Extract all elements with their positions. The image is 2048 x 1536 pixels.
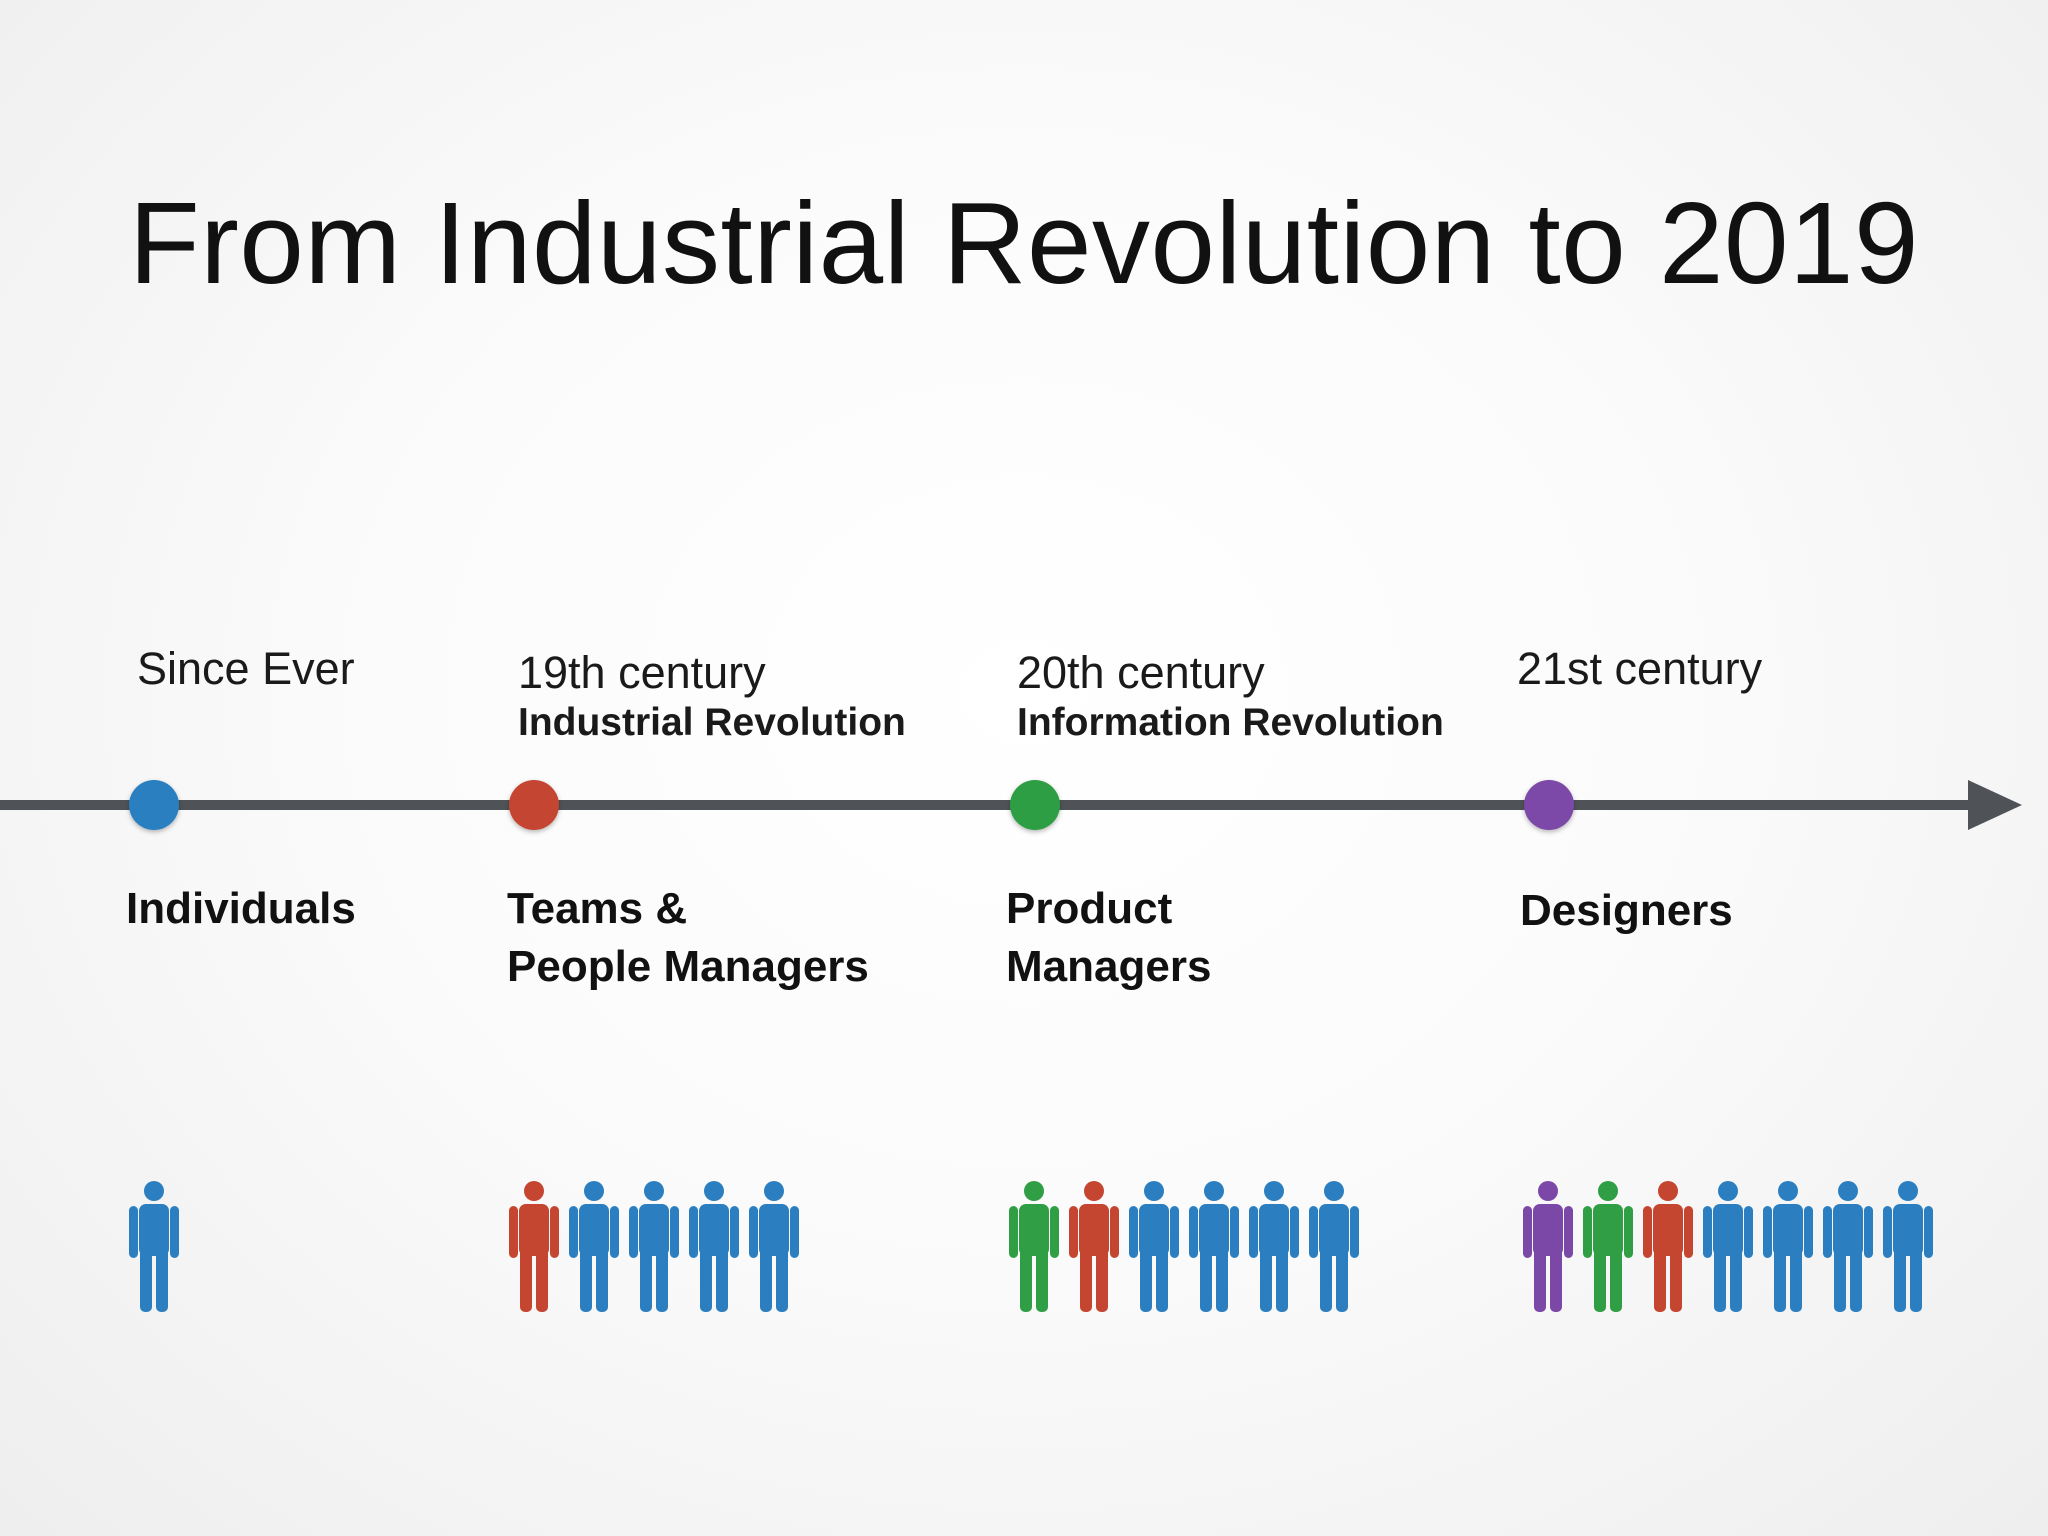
person-icon: [629, 1181, 679, 1312]
person-icon: [1703, 1181, 1753, 1312]
person-icon: [1883, 1181, 1933, 1312]
era-label: 19th century: [518, 647, 766, 698]
era-label: 21st century: [1517, 643, 1763, 694]
era-label: 20th century: [1017, 647, 1265, 698]
role-line: People Managers: [507, 942, 869, 991]
person-icon: [1309, 1181, 1359, 1312]
role-product-managers: Product Managers: [1006, 880, 1211, 996]
person-icon: [1129, 1181, 1179, 1312]
people-group-19th-century: [508, 1180, 800, 1315]
person-icon: [1763, 1181, 1813, 1312]
person-icon: [1583, 1181, 1633, 1312]
role-individuals: Individuals: [126, 880, 356, 938]
role-line: Product: [1006, 884, 1173, 933]
role-line: Designers: [1520, 886, 1733, 935]
people-group-since-ever: [128, 1180, 180, 1315]
person-icon: [1523, 1181, 1573, 1312]
person-icon: [569, 1181, 619, 1312]
role-line: Individuals: [126, 884, 356, 933]
person-icon: [1189, 1181, 1239, 1312]
timeline-dot-since-ever: [129, 780, 179, 830]
era-since-ever: Since Ever: [137, 644, 355, 694]
timeline-axis: [0, 780, 2022, 830]
person-icon: [1009, 1181, 1059, 1312]
person-icon: [509, 1181, 559, 1312]
slide-title: From Industrial Revolution to 2019: [128, 178, 1920, 308]
people-group-21st-century: [1522, 1180, 1934, 1315]
person-icon: [1069, 1181, 1119, 1312]
people-group-20th-century: [1008, 1180, 1360, 1315]
role-teams-people-managers: Teams & People Managers: [507, 880, 869, 996]
timeline-dot-19th-century: [509, 780, 559, 830]
timeline-dot-20th-century: [1010, 780, 1060, 830]
role-line: Teams &: [507, 884, 688, 933]
era-label: Since Ever: [137, 643, 355, 694]
person-icon: [1823, 1181, 1873, 1312]
era-sublabel: Industrial Revolution: [518, 700, 906, 744]
person-icon: [129, 1181, 179, 1312]
timeline-line: [0, 800, 1980, 810]
person-icon: [689, 1181, 739, 1312]
timeline-dot-21st-century: [1524, 780, 1574, 830]
era-20th-century: 20th century Information Revolution: [1017, 648, 1444, 746]
era-sublabel: Information Revolution: [1017, 700, 1444, 744]
timeline-arrowhead: [1968, 780, 2022, 830]
person-icon: [749, 1181, 799, 1312]
era-21st-century: 21st century: [1517, 644, 1762, 694]
role-designers: Designers: [1520, 882, 1733, 940]
person-icon: [1643, 1181, 1693, 1312]
era-19th-century: 19th century Industrial Revolution: [518, 648, 906, 746]
person-icon: [1249, 1181, 1299, 1312]
role-line: Managers: [1006, 942, 1212, 991]
